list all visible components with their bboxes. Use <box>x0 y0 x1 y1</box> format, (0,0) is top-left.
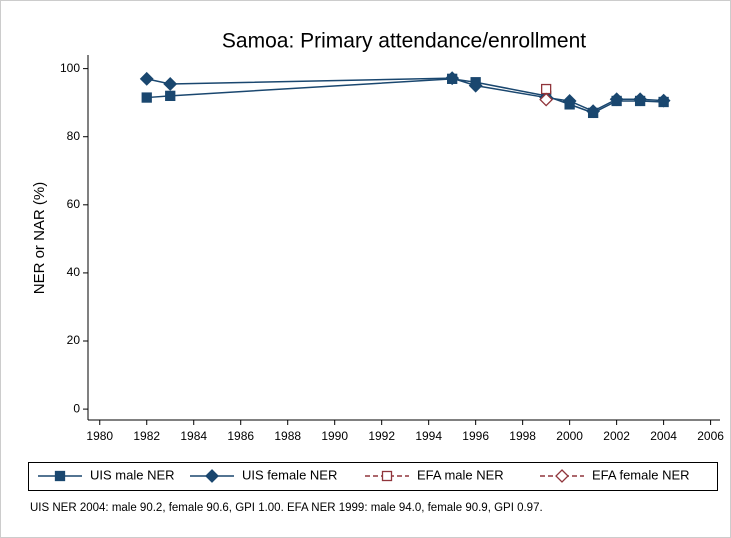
y-tick-label: 20 <box>67 333 81 347</box>
legend-label: UIS male NER <box>90 467 175 482</box>
x-tick-label: 1998 <box>509 429 536 443</box>
x-tick-label: 1992 <box>368 429 395 443</box>
y-tick-label: 40 <box>67 265 81 279</box>
x-tick-label: 2000 <box>556 429 583 443</box>
x-tick-label: 2002 <box>603 429 630 443</box>
legend-marker <box>381 470 393 482</box>
y-axis-label: NER or NAR (%) <box>31 182 48 295</box>
y-tick-label: 60 <box>67 197 81 211</box>
y-tick-label: 80 <box>67 129 81 143</box>
x-tick-label: 1980 <box>86 429 113 443</box>
marker <box>141 92 152 103</box>
marker <box>540 83 552 95</box>
x-tick-label: 1982 <box>133 429 160 443</box>
marker <box>609 92 624 107</box>
series-line <box>146 78 664 114</box>
x-tick-label: 1986 <box>227 429 254 443</box>
marker <box>539 92 554 107</box>
legend-marker <box>54 470 66 482</box>
legend-label: EFA male NER <box>417 467 504 482</box>
x-tick-label: 2006 <box>697 429 724 443</box>
marker <box>633 92 648 107</box>
series-line <box>146 77 664 113</box>
y-tick-label: 0 <box>73 401 80 415</box>
x-tick-label: 1988 <box>274 429 301 443</box>
marker <box>165 90 176 102</box>
legend-marker <box>205 469 219 483</box>
marker <box>468 78 483 93</box>
legend-label: UIS female NER <box>242 467 337 482</box>
marker <box>445 71 460 86</box>
x-tick-label: 2004 <box>650 429 677 443</box>
x-tick-label: 1990 <box>321 429 348 443</box>
legend-label: EFA female NER <box>592 467 690 482</box>
x-tick-label: 1996 <box>462 429 489 443</box>
marker <box>586 104 601 119</box>
x-tick-label: 1984 <box>180 429 207 443</box>
marker <box>163 77 178 91</box>
y-tick-label: 100 <box>60 61 80 75</box>
marker <box>562 94 577 108</box>
marker <box>139 71 154 86</box>
chart-title: Samoa: Primary attendance/enrollment <box>222 30 586 53</box>
marker <box>656 93 671 108</box>
note: UIS NER 2004: male 90.2, female 90.6, GP… <box>30 502 543 514</box>
legend-marker <box>555 469 569 483</box>
x-tick-label: 1994 <box>415 429 442 443</box>
